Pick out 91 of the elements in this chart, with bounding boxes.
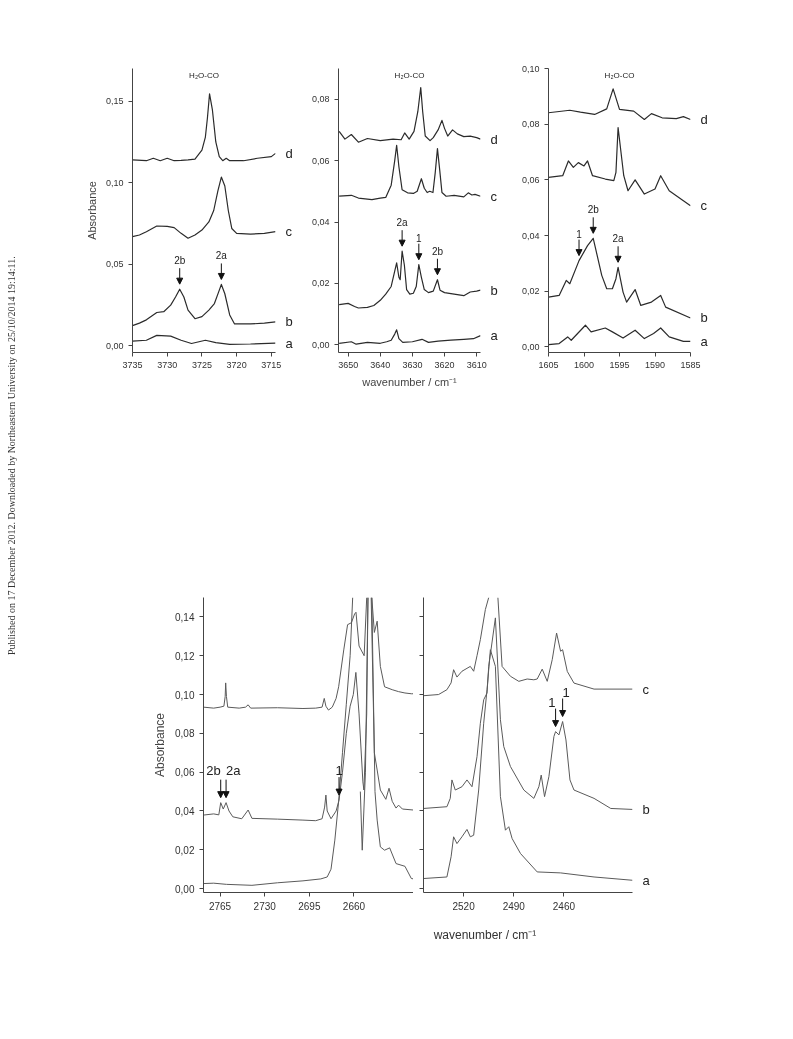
- annotation: 2b: [587, 204, 600, 216]
- series-label: a: [642, 872, 651, 888]
- series-label: c: [642, 681, 650, 697]
- y-tick-label: 0,04: [311, 217, 330, 228]
- x-tick-label: 1605: [538, 359, 559, 370]
- x-axis-title: wavenumber / cm⁻¹: [361, 375, 458, 388]
- y-tick-label: 0,08: [521, 119, 540, 130]
- x-tick-label: 2730: [253, 900, 277, 912]
- annotation: H₂O-CO: [189, 70, 219, 80]
- series-label: c: [490, 188, 498, 204]
- x-axis-title: wavenumber / cm⁻¹: [433, 927, 537, 944]
- series-label: b: [642, 801, 650, 817]
- annotation: 1: [335, 763, 343, 779]
- x-tick-label: 3640: [370, 359, 391, 370]
- y-tick-label: 0,02: [311, 278, 330, 289]
- line-series: [132, 93, 276, 162]
- y-tick-label: 0,10: [175, 689, 195, 701]
- series-label: a: [700, 333, 709, 349]
- y-tick-label: 0,10: [521, 63, 540, 74]
- y-tick-label: 0,12: [175, 650, 195, 662]
- annotation: 2b: [174, 255, 186, 267]
- y-tick-label: 0,14: [175, 611, 195, 623]
- line-series: [338, 329, 481, 345]
- y-axis-title: Absorbance: [85, 181, 98, 240]
- x-tick-label: 2695: [298, 900, 321, 912]
- y-tick-label: 0,04: [521, 230, 540, 241]
- series-label: c: [700, 198, 708, 214]
- series-label: d: [490, 131, 498, 147]
- y-tick-label: 0,06: [175, 767, 195, 779]
- x-tick-label: 3735: [122, 359, 143, 370]
- annotation: 2a: [396, 217, 409, 229]
- line-series: [338, 144, 481, 201]
- x-tick-label: 3620: [434, 359, 455, 370]
- y-tick-label: 0,00: [105, 340, 124, 351]
- annotation: 1: [562, 684, 570, 700]
- annotation: 2b: [431, 245, 444, 257]
- x-tick-label: 3630: [402, 359, 423, 370]
- line-series: [132, 334, 276, 345]
- x-tick-label: 3725: [191, 359, 212, 370]
- x-tick-label: 1595: [609, 359, 630, 370]
- annotation: 2b: [206, 762, 221, 778]
- annotation: 2a: [226, 762, 242, 778]
- annotation: 2a: [612, 233, 625, 245]
- series-label: d: [285, 145, 293, 161]
- y-tick-label: 0,08: [175, 728, 195, 740]
- series-label: b: [490, 282, 498, 298]
- annotation: 1: [548, 694, 556, 710]
- x-tick-label: 2490: [502, 900, 526, 912]
- x-tick-label: 2765: [208, 900, 232, 912]
- annotation: 2a: [215, 250, 228, 262]
- y-axis-title: Absorbance: [153, 712, 168, 778]
- line-series: [338, 86, 481, 143]
- text: Published on 17 December 2012. Downloaded by Northeastern University on 25/10/2014 19:14:11.: [5, 256, 18, 655]
- x-tick-label: 2460: [552, 900, 576, 912]
- x-tick-label: 1600: [573, 359, 595, 370]
- series-label: b: [285, 314, 293, 330]
- y-tick-label: 0,04: [175, 805, 195, 817]
- y-tick-label: 0,02: [175, 844, 195, 856]
- series-label: d: [700, 111, 708, 127]
- x-tick-label: 1585: [680, 359, 701, 370]
- y-tick-label: 0,00: [175, 883, 195, 895]
- series-label: a: [285, 335, 294, 351]
- line-series: [548, 126, 691, 207]
- x-tick-label: 3715: [261, 359, 282, 370]
- y-tick-label: 0,00: [521, 341, 540, 352]
- line-series: [548, 88, 691, 121]
- y-tick-label: 0,10: [105, 177, 124, 188]
- y-tick-label: 0,00: [311, 339, 330, 350]
- line-series: [132, 176, 276, 239]
- x-tick-label: 2660: [342, 900, 366, 912]
- x-tick-label: 1590: [644, 359, 666, 370]
- x-tick-label: 2520: [452, 900, 476, 912]
- annotation: 1: [416, 232, 423, 244]
- y-tick-label: 0,08: [311, 94, 330, 105]
- annotation: H₂O-CO: [394, 70, 425, 80]
- y-tick-label: 0,15: [105, 96, 124, 107]
- x-tick-label: 3720: [226, 359, 247, 370]
- line-series: [132, 283, 276, 327]
- series-label: c: [285, 224, 293, 240]
- y-tick-label: 0,02: [521, 286, 540, 297]
- line-series: [548, 324, 691, 346]
- annotation: 1: [576, 228, 583, 240]
- y-tick-label: 0,05: [105, 259, 124, 270]
- annotation: H₂O-CO: [604, 70, 635, 80]
- x-tick-label: 3610: [466, 359, 487, 370]
- series-label: a: [490, 328, 499, 344]
- x-tick-label: 3730: [157, 359, 178, 370]
- y-tick-label: 0,06: [311, 155, 330, 166]
- series-label: b: [700, 310, 708, 326]
- x-tick-label: 3650: [338, 359, 359, 370]
- y-tick-label: 0,06: [521, 174, 540, 185]
